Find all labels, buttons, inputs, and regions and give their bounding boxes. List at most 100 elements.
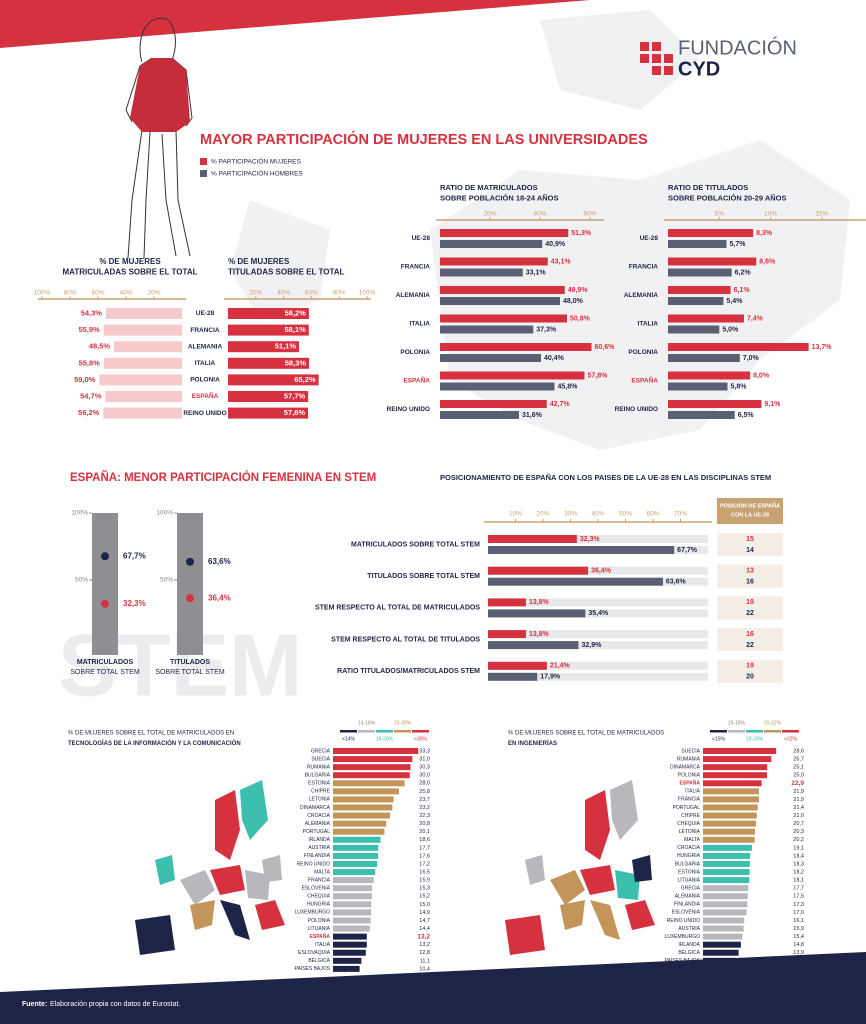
- category-label: PAÍSES BAJOS: [665, 957, 701, 964]
- value-label: 6,2%: [735, 269, 752, 276]
- bar: [703, 869, 750, 876]
- rank-header: CON LA UE-28: [731, 512, 769, 518]
- chart-title: RATIO DE TITULADOS: [668, 183, 748, 192]
- value-label: 14,4: [419, 926, 430, 932]
- category-label: ITALIA: [410, 321, 431, 328]
- category-label: BÉLGICA: [678, 949, 700, 956]
- value-label: 23,2: [419, 805, 430, 811]
- bar: [703, 804, 758, 811]
- legend-label: >22%: [784, 736, 797, 742]
- legend-swatch: [728, 730, 745, 733]
- legend-label: <14%: [342, 736, 355, 742]
- value-label: 5,4%: [726, 298, 743, 305]
- legend-swatch: [710, 730, 727, 733]
- value-label: 13,8%: [529, 599, 550, 606]
- value-label: 63,6%: [666, 579, 687, 586]
- value-label: 56,2%: [78, 408, 100, 417]
- category-label: FRANCIA: [629, 264, 659, 271]
- category-label: FRANCIA: [678, 797, 701, 803]
- x-tick-label: 70%: [674, 511, 687, 518]
- value-label: 21,0: [793, 813, 804, 819]
- bar: [703, 764, 768, 771]
- logo-text: CYD: [678, 58, 720, 80]
- category-label: LETONIA: [679, 829, 701, 835]
- category-label: FINLANDIA: [674, 902, 701, 908]
- section-title: ESPAÑA: MENOR PARTICIPACIÓN FEMENINA EN …: [70, 471, 376, 484]
- value-label: 17,2: [419, 861, 430, 867]
- x-tick-label: 5%: [715, 211, 725, 218]
- bar: [333, 844, 379, 851]
- bar-track: [488, 630, 708, 639]
- x-tick-label: 60%: [91, 290, 104, 297]
- value-label: 7,0%: [743, 355, 760, 362]
- bar: [333, 925, 370, 932]
- category-label: ESLOVENIA: [302, 886, 331, 892]
- legend-label: 20-30%: [394, 720, 412, 726]
- chart-title: SOBRE POBLACIÓN 20-29 AÑOS: [668, 193, 787, 202]
- category-label: RUMANIA: [677, 756, 701, 762]
- value-label: 9,1%: [764, 401, 781, 408]
- category-label: STEM RESPECTO AL TOTAL DE MATRICULADOS: [315, 605, 480, 612]
- category-label: PORTUGAL: [673, 805, 701, 811]
- value-label: 31,6%: [522, 412, 543, 419]
- bar: [703, 756, 772, 763]
- bar: [333, 764, 411, 771]
- bar: [488, 546, 675, 554]
- bar: [103, 407, 182, 419]
- y-tick-label: 50%: [160, 577, 173, 584]
- main-title: MAYOR PARTICIPACIÓN DE MUJERES EN LAS UN…: [200, 130, 648, 148]
- corner-decoration: [0, 0, 590, 48]
- bar: [703, 901, 748, 908]
- bar: [703, 909, 747, 916]
- bar: [440, 411, 519, 419]
- value-label: 18,6: [419, 837, 430, 843]
- value-label: 16,1: [793, 918, 804, 924]
- value-label: 48,5%: [89, 342, 111, 351]
- value-label: 15,3: [419, 886, 430, 892]
- category-label: REINO UNIDO: [387, 406, 430, 413]
- legend-swatch: [746, 730, 763, 733]
- x-tick-label: 50%: [619, 511, 632, 518]
- category-label: BULGARIA: [675, 861, 701, 867]
- bar: [333, 917, 371, 924]
- value-label: 12,8: [419, 950, 430, 956]
- value-label: 12,8: [793, 958, 804, 964]
- category-label: ESLOVAQUIA: [298, 950, 331, 956]
- category-label: LITUANIA: [677, 877, 700, 883]
- legend-swatch: [376, 730, 393, 733]
- rank-value: 16: [746, 631, 754, 638]
- value-label: 17,5: [793, 894, 804, 900]
- legend-label: <15%: [712, 736, 725, 742]
- legend-label: >30%: [414, 736, 427, 742]
- value-label: 21,4%: [550, 663, 571, 670]
- category-label: CROACIA: [307, 813, 330, 819]
- bar: [488, 672, 538, 681]
- bar-track: [488, 661, 708, 670]
- rank-cell: [717, 659, 783, 683]
- value-label: 37,3%: [536, 326, 557, 333]
- category-label: CHIPRE: [311, 789, 331, 795]
- value-label: 6,5%: [738, 412, 755, 419]
- rank-value: 22: [746, 642, 754, 649]
- value-label: 57,7%: [284, 391, 306, 400]
- value-label: 21,9: [793, 797, 804, 803]
- category-label: LITUANIA: [307, 926, 330, 932]
- bar: [703, 852, 751, 859]
- bar: [440, 240, 543, 248]
- bar: [333, 949, 366, 956]
- category-label: SUECIA: [311, 756, 330, 762]
- category-label: AUSTRIA: [308, 845, 330, 851]
- bar-track: [488, 598, 708, 607]
- bar: [333, 748, 419, 754]
- value-label: 17,7: [793, 886, 804, 892]
- category-label: UE-28: [640, 235, 659, 242]
- marker: [101, 599, 109, 608]
- map-left: [135, 780, 285, 955]
- bar: [440, 325, 534, 334]
- value-label: 17,3: [793, 902, 804, 908]
- value-label: 26,7: [793, 757, 804, 763]
- y-tick-label: 100%: [156, 510, 173, 517]
- category-label: GRECIA: [311, 748, 331, 754]
- bar: [105, 308, 182, 319]
